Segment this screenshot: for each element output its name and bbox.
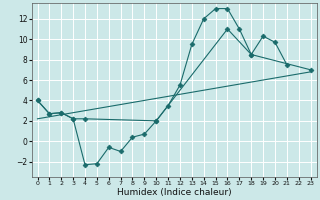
X-axis label: Humidex (Indice chaleur): Humidex (Indice chaleur)	[117, 188, 231, 197]
